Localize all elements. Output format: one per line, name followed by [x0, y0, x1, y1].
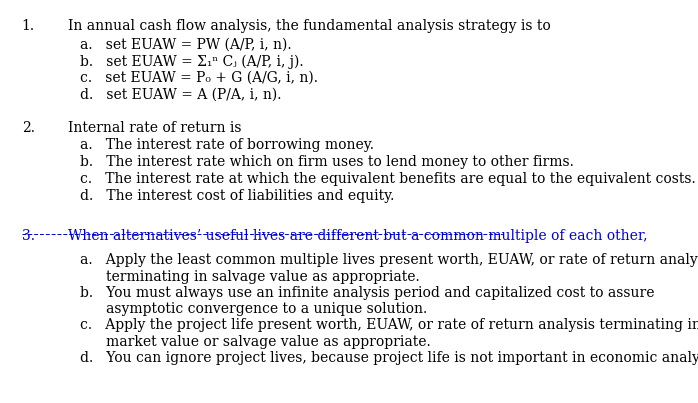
Text: terminating in salvage value as appropriate.: terminating in salvage value as appropri…: [106, 270, 419, 284]
Text: d.   The interest cost of liabilities and equity.: d. The interest cost of liabilities and …: [80, 189, 395, 203]
Text: market value or salvage value as appropriate.: market value or salvage value as appropr…: [106, 335, 431, 349]
Text: c.   set EUAW = P₀ + G (A/G, i, n).: c. set EUAW = P₀ + G (A/G, i, n).: [80, 71, 318, 85]
Text: c.   The interest rate at which the equivalent benefits are equal to the equival: c. The interest rate at which the equiva…: [80, 172, 696, 186]
Text: When alternatives’ useful lives are different but a common multiple of each othe: When alternatives’ useful lives are diff…: [68, 229, 647, 243]
Text: Internal rate of return is: Internal rate of return is: [68, 121, 241, 135]
Text: 3.: 3.: [22, 229, 35, 243]
Text: b.   You must always use an infinite analysis period and capitalized cost to ass: b. You must always use an infinite analy…: [80, 286, 655, 299]
Text: b.   set EUAW = Σ₁ⁿ Cⱼ (A/P, i, j).: b. set EUAW = Σ₁ⁿ Cⱼ (A/P, i, j).: [80, 54, 304, 69]
Text: b.   The interest rate which on firm uses to lend money to other firms.: b. The interest rate which on firm uses …: [80, 155, 574, 169]
Text: d.   You can ignore project lives, because project life is not important in econ: d. You can ignore project lives, because…: [80, 351, 698, 365]
Text: a.   The interest rate of borrowing money.: a. The interest rate of borrowing money.: [80, 138, 374, 152]
Text: asymptotic convergence to a unique solution.: asymptotic convergence to a unique solut…: [106, 302, 427, 316]
Text: c.   Apply the project life present worth, EUAW, or rate of return analysis term: c. Apply the project life present worth,…: [80, 318, 698, 332]
Text: 2.: 2.: [22, 121, 35, 135]
Text: a.   Apply the least common multiple lives present worth, EUAW, or rate of retur: a. Apply the least common multiple lives…: [80, 253, 698, 267]
Text: a.   set EUAW = PW (A/P, i, n).: a. set EUAW = PW (A/P, i, n).: [80, 37, 292, 52]
Text: 1.: 1.: [22, 19, 35, 33]
Text: d.   set EUAW = A (P/A, i, n).: d. set EUAW = A (P/A, i, n).: [80, 88, 282, 102]
Text: In annual cash flow analysis, the fundamental analysis strategy is to: In annual cash flow analysis, the fundam…: [68, 19, 550, 33]
